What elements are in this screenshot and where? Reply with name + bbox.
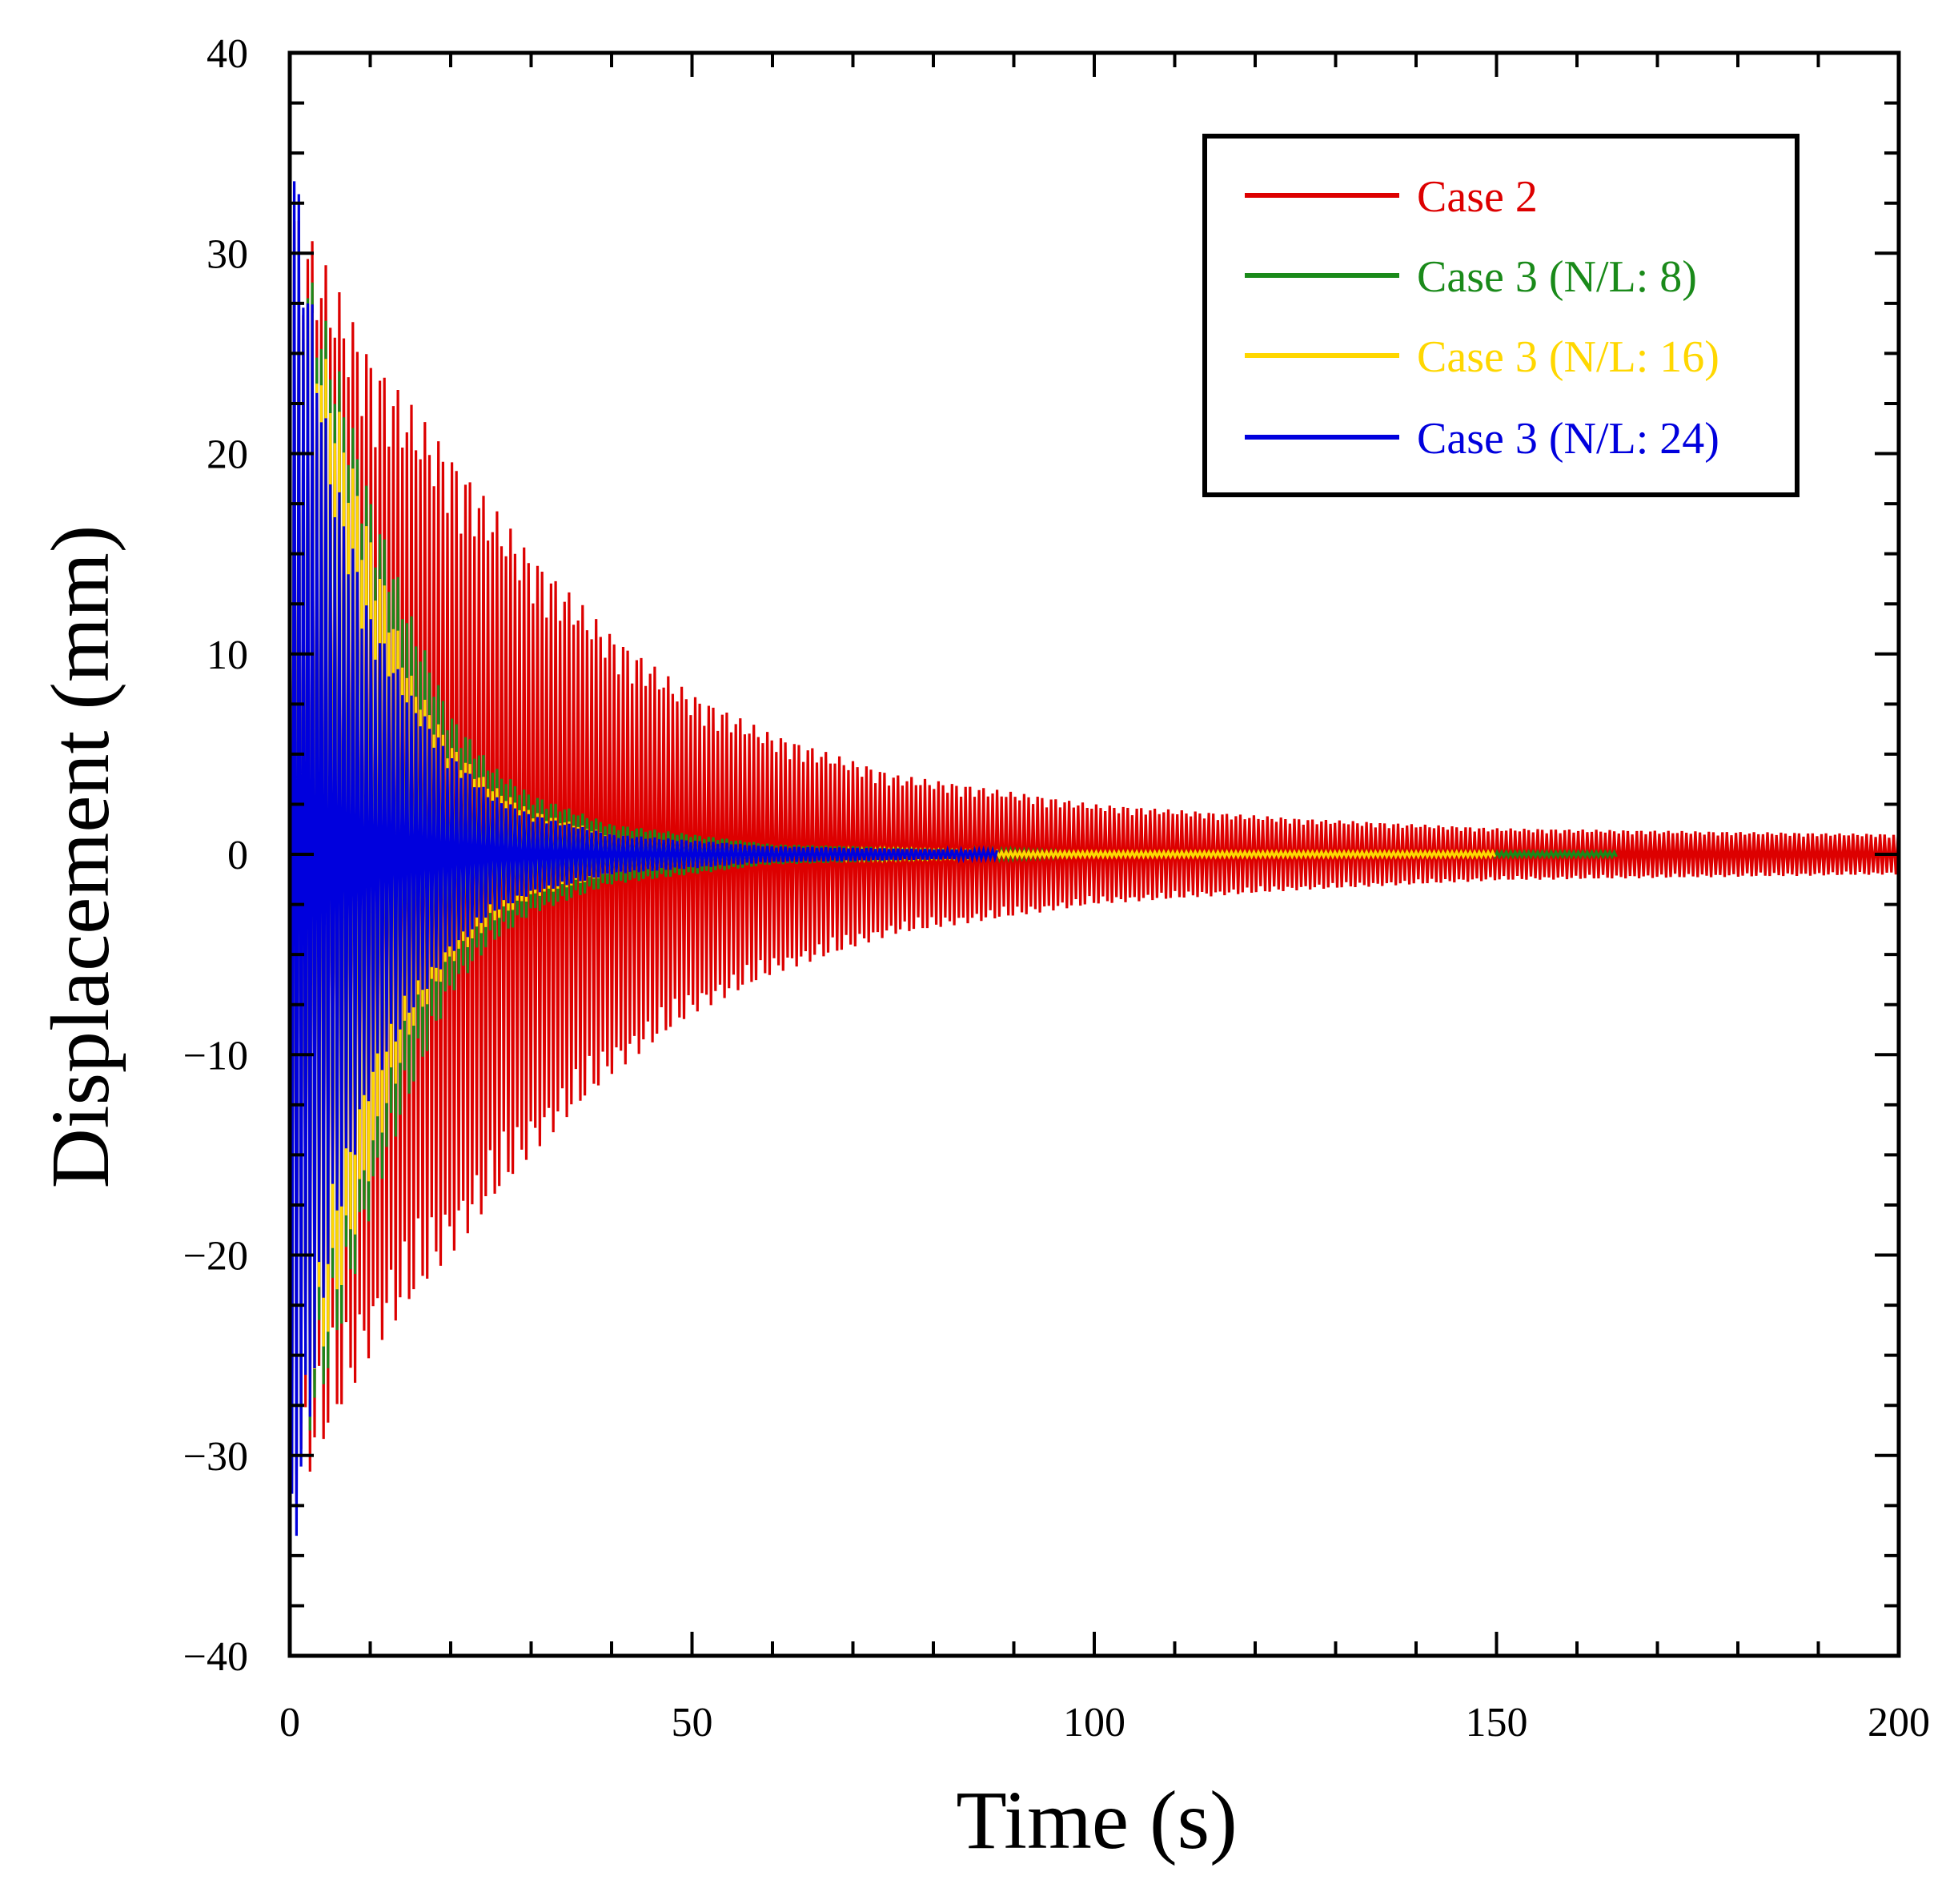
legend-label: Case 3 (N/L: 8) [1417, 252, 1697, 302]
legend-entry: Case 2 [1245, 172, 1538, 222]
y-tick-label: 20 [207, 432, 248, 478]
y-tick-label: −40 [183, 1634, 248, 1680]
legend-entry: Case 3 (N/L: 24) [1245, 414, 1719, 464]
legend-items: Case 2 Case 3 (N/L: 8) Case 3 (N/L: 16) Cas… [1245, 172, 1719, 464]
legend-entry: Case 3 (N/L: 16) [1245, 332, 1719, 382]
y-tick-label: −30 [183, 1434, 248, 1480]
y-tick-label: 0 [227, 833, 248, 878]
series-4-trace [290, 181, 999, 1536]
series-4-line [290, 181, 999, 1536]
legend-label: Case 2 [1417, 172, 1538, 222]
y-tick-label: 30 [207, 231, 248, 277]
legend: Case 2 Case 3 (N/L: 8) Case 3 (N/L: 16) Cas… [1202, 134, 1800, 497]
plot-data-layer [290, 181, 1899, 1536]
x-tick-label: 150 [1466, 1700, 1528, 1745]
x-tick-label: 0 [279, 1700, 300, 1745]
x-tick-label: 50 [672, 1700, 713, 1745]
x-tick-label: 100 [1063, 1700, 1125, 1745]
x-axis-title: Time (s) [956, 1774, 1238, 1866]
y-tick-label: −20 [183, 1234, 248, 1279]
y-axis-title: Displacement (mm) [34, 525, 126, 1189]
legend-label: Case 3 (N/L: 24) [1417, 414, 1719, 464]
legend-label: Case 3 (N/L: 16) [1417, 332, 1719, 382]
series-1-line [290, 220, 1899, 1502]
legend-entry: Case 3 (N/L: 8) [1245, 252, 1697, 302]
y-tick-label: 40 [207, 31, 248, 77]
y-tick-label: −10 [183, 1033, 248, 1079]
x-tick-label: 200 [1868, 1700, 1930, 1745]
y-tick-label: 10 [207, 633, 248, 678]
series-1-trace [290, 220, 1899, 1502]
